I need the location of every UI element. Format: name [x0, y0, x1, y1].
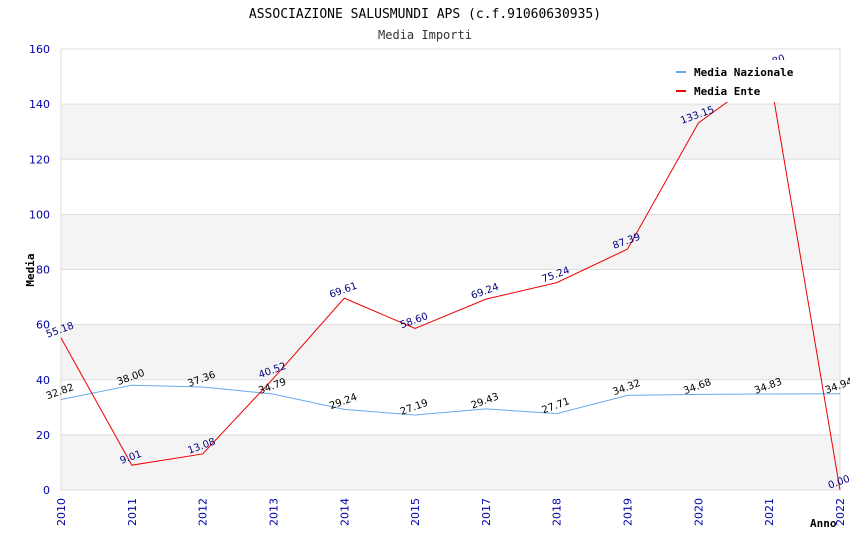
series-line-media-ente	[60, 70, 841, 491]
legend: Media Nazionale Media Ente	[670, 60, 810, 102]
legend-label: Media Nazionale	[694, 66, 794, 79]
grid-band	[61, 324, 840, 380]
grid-band	[61, 434, 840, 490]
y-tick-label: 0	[43, 484, 50, 497]
y-axis-title: Media	[24, 253, 37, 286]
x-tick-label: 2022	[834, 498, 847, 526]
legend-label: Media Ente	[694, 85, 761, 98]
grid-bands	[60, 48, 841, 491]
y-tick-label: 120	[29, 153, 50, 166]
chart-subtitle: Media Importi	[378, 28, 472, 42]
grid-band	[61, 214, 840, 270]
y-axis-ticks: 0 20 40 60 80 100 120 140 160	[29, 43, 50, 497]
x-tick-label: 2015	[409, 498, 422, 526]
legend-box	[670, 60, 810, 102]
x-axis-ticks: 2010 2011 2012 2013 2014 2015 2017 2018 2019 2020…	[55, 498, 847, 526]
grid-band	[61, 104, 840, 160]
y-tick-label: 80	[36, 264, 50, 277]
y-tick-label: 140	[29, 98, 50, 111]
x-tick-label: 2013	[267, 498, 280, 526]
chart-title: ASSOCIAZIONE SALUSMUNDI APS (c.f.9106063…	[249, 7, 601, 22]
y-tick-label: 100	[29, 208, 50, 221]
y-tick-label: 20	[36, 429, 50, 442]
x-tick-label: 2010	[55, 498, 68, 526]
series-lines	[60, 70, 841, 491]
x-tick-label: 2014	[338, 498, 351, 526]
grid-band	[61, 379, 840, 435]
y-tick-label: 160	[29, 43, 50, 56]
x-tick-label: 2017	[480, 498, 493, 526]
x-tick-label: 2019	[622, 498, 635, 526]
grid-band	[61, 159, 840, 215]
x-tick-label: 2020	[692, 498, 705, 526]
y-tick-label: 60	[36, 319, 50, 332]
x-tick-label: 2018	[551, 498, 564, 526]
x-tick-label: 2012	[197, 498, 210, 526]
x-tick-label: 2021	[763, 498, 776, 526]
x-tick-label: 2011	[126, 498, 139, 526]
x-axis-title: Anno	[810, 517, 837, 530]
series-line-media-nazionale	[60, 384, 841, 416]
y-tick-label: 40	[36, 374, 50, 387]
grid-band	[61, 269, 840, 325]
